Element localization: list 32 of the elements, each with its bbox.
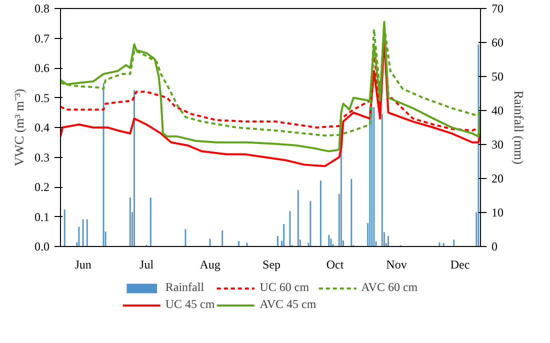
line-series <box>60 20 480 152</box>
y2-tick-label: 30 <box>492 138 504 152</box>
y2-tick-label: 20 <box>492 172 504 186</box>
x-tick-label: Nov <box>386 258 407 272</box>
y2-tick-label: 70 <box>492 2 504 16</box>
legend-label: UC 45 cm <box>165 297 215 312</box>
x-tick-label: Oct <box>326 258 344 272</box>
y2-tick-label: 60 <box>492 36 504 50</box>
y-tick-label: 0.2 <box>34 180 50 194</box>
x-tick-label: Jun <box>74 258 92 272</box>
y2-tick-label: 0 <box>492 240 498 254</box>
y-tick-label: 0.5 <box>34 90 50 105</box>
legend-label: AVC 45 cm <box>260 297 316 312</box>
y2-tick-label: 10 <box>492 206 504 220</box>
x-tick-label: Sep <box>262 258 281 272</box>
y-tick-label: 0.7 <box>34 31 50 46</box>
y2-tick-label: 40 <box>492 104 504 118</box>
x-tick-label: Jul <box>140 258 154 272</box>
legend-label: UC 60 cm <box>260 280 310 295</box>
y-tick-label: 0.4 <box>34 120 50 134</box>
y-tick-label: 0.3 <box>34 150 50 164</box>
y-tick-label: 0.6 <box>34 61 50 75</box>
legend-label: Rainfall <box>165 280 204 295</box>
y-tick-label: 0.1 <box>34 210 50 224</box>
y-axis-title: VWC (m³ m⁻³) <box>12 88 26 166</box>
y2-tick-label: 50 <box>492 70 504 84</box>
x-tick-label: Aug <box>200 258 220 272</box>
y-tick-label: 0.0 <box>34 240 50 254</box>
x-tick-label: Dec <box>450 258 470 272</box>
y-tick-label: 0.8 <box>34 2 50 16</box>
legend-label: AVC 60 cm <box>361 280 418 295</box>
y2-axis-title: Rainfall (mm) <box>512 90 526 165</box>
